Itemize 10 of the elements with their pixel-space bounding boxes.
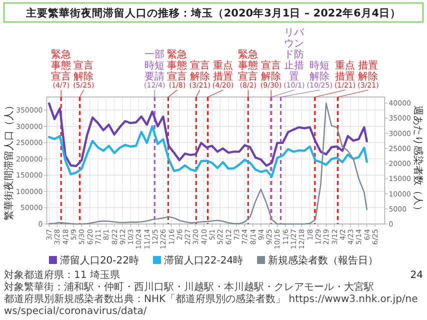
y-axis-title: 繁華街夜間滞留人口（人）	[3, 100, 15, 220]
chart-title: 主要繁華街夜間滞留人口の推移：埼玉（2020年3月1日 – 2022年6月4日）	[24, 6, 402, 20]
y2-axis-title: 週あたり感染者数（人）	[412, 106, 424, 216]
legend-label: 滞留人口22-24時	[164, 254, 244, 266]
text: 対象繁華街：浦和駅・仲町・西川口駅・川越駅・本川越駅・クレアモール・大宮駅	[4, 281, 374, 293]
text: 都道府県別新規感染者数出典：NHK「都道府県別の感染者数」 https://www3.nhk.or.jp/news/special/coronavirus/data/	[4, 293, 418, 317]
text: 24	[410, 270, 423, 281]
legend-label: 新規感染者数（報告日）	[268, 254, 378, 266]
text: 対象都道府県：11 埼玉県	[4, 269, 120, 281]
legend-label: 滞留人口20-22時	[60, 254, 139, 266]
